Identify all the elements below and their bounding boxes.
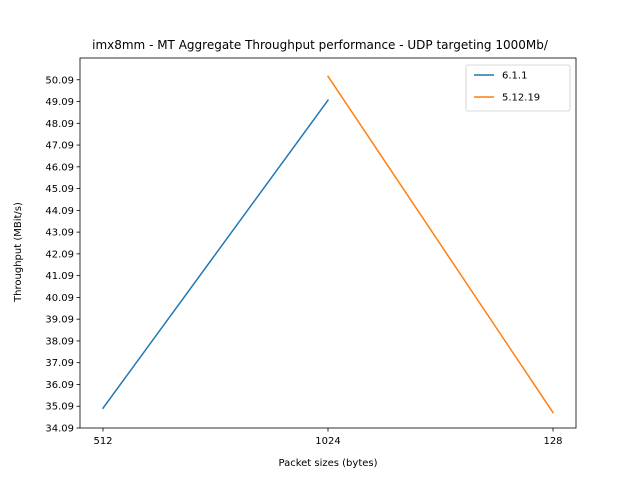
legend-box bbox=[465, 64, 571, 112]
y-tick-label-8: 42.09 bbox=[45, 249, 74, 260]
y-tick-label-12: 46.09 bbox=[45, 162, 74, 173]
y-tick-label-2: 36.09 bbox=[45, 380, 74, 391]
x-tick-label-2: 128 bbox=[543, 436, 562, 447]
y-axis-label: Throughput (MBit/s) bbox=[13, 202, 24, 303]
y-tick-label-10: 44.09 bbox=[45, 206, 74, 217]
y-tick-label-11: 45.09 bbox=[45, 184, 74, 195]
y-tick-label-6: 40.09 bbox=[45, 293, 74, 304]
y-tick-label-13: 47.09 bbox=[45, 141, 74, 152]
chart-title: imx8mm - MT Aggregate Throughput perform… bbox=[92, 38, 549, 52]
y-tick-label-0: 34.09 bbox=[45, 424, 74, 435]
legend: 6.1.1 5.12.19 bbox=[465, 64, 571, 112]
y-tick-label-9: 43.09 bbox=[45, 228, 74, 239]
legend-label-0: 6.1.1 bbox=[502, 71, 527, 82]
legend-label-1: 5.12.19 bbox=[502, 93, 540, 104]
series-line-0 bbox=[101, 99, 330, 410]
series-line-1 bbox=[326, 75, 555, 414]
y-tick-label-15: 49.09 bbox=[45, 97, 74, 108]
x-axis-label: Packet sizes (bytes) bbox=[278, 458, 377, 469]
x-tick-label-0: 512 bbox=[93, 436, 112, 447]
plot-area: 34.09 35.09 36.09 37.09 38.09 39.09 40.09 41.09… bbox=[45, 57, 577, 447]
x-tick-label-1: 1024 bbox=[315, 436, 340, 447]
y-tick-label-1: 35.09 bbox=[45, 402, 74, 413]
y-tick-label-16: 50.09 bbox=[45, 75, 74, 86]
y-tick-label-14: 48.09 bbox=[45, 119, 74, 130]
y-tick-label-3: 37.09 bbox=[45, 358, 74, 369]
y-tick-label-5: 39.09 bbox=[45, 315, 74, 326]
y-tick-label-4: 38.09 bbox=[45, 336, 74, 347]
y-tick-label-7: 41.09 bbox=[45, 271, 74, 282]
